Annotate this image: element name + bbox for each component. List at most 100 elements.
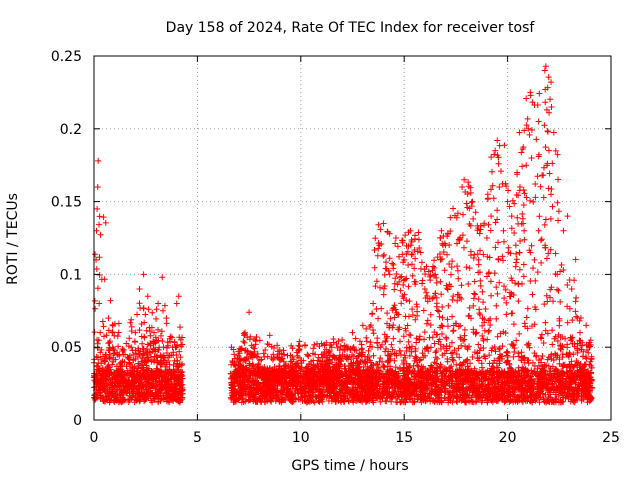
data-point [116,352,123,359]
data-point [523,95,530,102]
data-point [253,391,260,398]
data-point [392,275,399,282]
data-point [391,280,398,287]
data-point [156,392,163,399]
data-point [157,332,164,339]
data-point [411,398,418,405]
data-point [449,313,456,320]
data-point [425,268,432,275]
data-point [231,388,238,395]
data-point [390,304,397,311]
data-point [551,370,558,377]
data-point [368,362,375,369]
data-point [105,340,112,347]
data-point [489,168,496,175]
data-point [109,361,116,368]
data-point [378,394,385,401]
data-point [123,363,130,370]
data-point [177,381,184,388]
data-point [426,273,433,280]
data-point [396,326,403,333]
data-point [120,346,127,353]
data-point [159,338,166,345]
data-point [525,360,532,367]
data-point [96,221,103,228]
data-point [557,298,564,305]
data-point [409,306,416,313]
data-point [415,229,422,236]
data-point [422,295,429,302]
data-point [565,352,572,359]
data-point [264,340,271,347]
data-point [405,243,412,250]
data-point [472,209,479,216]
data-point [466,265,473,272]
data-point [93,353,100,360]
data-point [455,275,462,282]
data-point [404,322,411,329]
data-point [576,317,583,324]
data-point [489,389,496,396]
data-point [538,236,545,243]
data-point [134,354,141,361]
data-point [110,356,117,363]
data-point [386,255,393,262]
data-point [496,279,503,286]
data-point [519,146,526,153]
data-point [504,352,511,359]
data-point [154,326,161,333]
data-point [461,326,468,333]
data-point [237,378,244,385]
data-point [93,265,100,272]
data-point [503,349,510,356]
data-point [515,192,522,199]
data-point [310,345,317,352]
data-point [164,368,171,375]
data-point [147,385,154,392]
data-point [492,244,499,251]
data-point [369,343,376,350]
data-point [115,343,122,350]
data-point [537,359,544,366]
data-point [95,337,102,344]
data-point [291,368,298,375]
data-point [422,271,429,278]
data-point [511,200,518,207]
data-point [402,327,409,334]
data-point [444,316,451,323]
data-point [152,334,159,341]
data-point [461,336,468,343]
data-point [142,375,149,382]
data-point [141,319,148,326]
data-point [504,353,511,360]
data-point [416,333,423,340]
data-point [481,377,488,384]
data-point [397,338,404,345]
data-point [144,349,151,356]
data-point [381,364,388,371]
data-point [562,383,569,390]
data-point [107,381,114,387]
data-point [455,345,462,352]
data-point [489,182,496,189]
data-point [97,392,104,399]
data-point [97,349,104,356]
data-point [513,256,520,263]
data-point [399,251,406,258]
data-point [523,314,530,321]
data-point [110,347,117,354]
data-point [494,207,501,214]
data-point [127,319,134,326]
data-point [557,374,564,381]
data-point [536,213,543,220]
data-point [413,301,420,308]
data-point [440,233,447,240]
data-point [412,316,419,323]
data-point [543,255,550,262]
data-point [496,345,503,352]
data-point [512,263,519,270]
data-point [229,358,236,365]
data-point [469,354,476,361]
data-point [154,352,161,359]
data-point [577,314,584,321]
